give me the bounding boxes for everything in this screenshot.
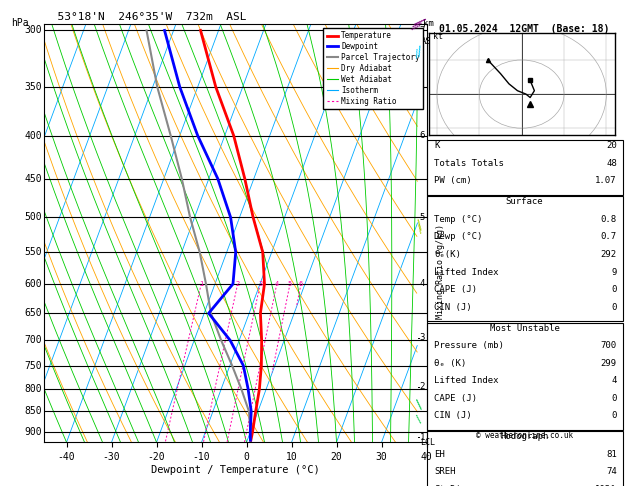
Text: 700: 700 [24,335,42,346]
Text: Mixing Ratio (g/kg): Mixing Ratio (g/kg) [435,224,445,319]
Text: Lifted Index: Lifted Index [435,376,499,385]
Bar [426,432,623,486]
Text: Temp (°C): Temp (°C) [435,215,483,224]
Text: 450: 450 [24,174,42,184]
Text: 750: 750 [24,361,42,370]
Text: /: / [412,49,421,60]
Text: 0.8: 0.8 [601,215,617,224]
Text: 103°: 103° [595,485,617,486]
Text: 400: 400 [24,131,42,140]
Text: km: km [423,19,434,28]
Text: StmDir: StmDir [435,485,467,486]
Text: 550: 550 [24,247,42,257]
Text: 700: 700 [601,341,617,350]
Text: 850: 850 [24,406,42,417]
Text: 0: 0 [611,303,617,312]
Text: © weatheronline.co.uk: © weatheronline.co.uk [476,431,573,440]
Text: 650: 650 [24,308,42,318]
Bar [426,140,623,195]
Text: 4: 4 [275,281,279,287]
Text: \: \ [415,225,423,235]
Text: Surface: Surface [506,197,543,207]
Text: ASL: ASL [421,37,437,46]
Text: 299: 299 [601,359,617,368]
Text: 48: 48 [606,159,617,168]
Text: PW (cm): PW (cm) [435,176,472,186]
Text: 292: 292 [601,250,617,259]
Text: 2: 2 [235,281,240,287]
Legend: Temperature, Dewpoint, Parcel Trajectory, Dry Adiabat, Wet Adiabat, Isotherm, Mi: Temperature, Dewpoint, Parcel Trajectory… [323,28,423,109]
Text: 5: 5 [288,281,292,287]
Text: 4: 4 [611,376,617,385]
Text: /: / [408,22,420,34]
Text: θₑ(K): θₑ(K) [435,250,461,259]
Text: 1.07: 1.07 [595,176,617,186]
Text: CAPE (J): CAPE (J) [435,285,477,294]
Text: SREH: SREH [435,468,456,476]
X-axis label: Dewpoint / Temperature (°C): Dewpoint / Temperature (°C) [151,465,320,475]
Text: 9: 9 [611,268,617,277]
Text: Pressure (mb): Pressure (mb) [435,341,504,350]
Text: /: / [411,397,426,411]
Text: 0: 0 [611,285,617,294]
Text: 1: 1 [420,433,425,442]
Text: 5: 5 [420,213,425,222]
Text: 7: 7 [420,26,425,35]
Text: /: / [411,14,426,30]
Text: 350: 350 [24,82,42,92]
Text: \: \ [414,217,424,231]
Text: kt: kt [433,33,443,41]
Text: 900: 900 [24,427,42,437]
Text: 0: 0 [611,411,617,420]
Text: 3: 3 [258,281,262,287]
Text: CIN (J): CIN (J) [435,303,472,312]
Text: /: / [413,44,425,59]
Text: 600: 600 [24,279,42,289]
Text: 6: 6 [299,281,303,287]
Text: 81: 81 [606,450,617,459]
Text: Most Unstable: Most Unstable [490,324,560,332]
Bar [426,196,623,321]
Text: Lifted Index: Lifted Index [435,268,499,277]
Text: 74: 74 [606,468,617,476]
Text: Hodograph: Hodograph [501,432,549,441]
Text: CAPE (J): CAPE (J) [435,394,477,403]
Text: Dewp (°C): Dewp (°C) [435,232,483,242]
Text: 800: 800 [24,384,42,394]
Text: 0.7: 0.7 [601,232,617,242]
Text: 1: 1 [199,281,203,287]
Text: K: K [435,141,440,150]
Text: 6: 6 [420,131,425,140]
Text: /: / [413,414,425,425]
Text: 500: 500 [24,212,42,222]
Text: CIN (J): CIN (J) [435,411,472,420]
Text: 0: 0 [611,394,617,403]
Text: 4: 4 [420,279,425,289]
Bar [426,323,623,430]
Text: θₑ (K): θₑ (K) [435,359,467,368]
Text: LCL: LCL [420,438,435,447]
Text: 2: 2 [420,382,425,391]
Text: 20: 20 [606,141,617,150]
Text: /: / [410,19,421,31]
Text: 53°18'N  246°35'W  732m  ASL: 53°18'N 246°35'W 732m ASL [44,12,247,22]
Text: 01.05.2024  12GMT  (Base: 18): 01.05.2024 12GMT (Base: 18) [440,24,610,35]
Text: 3: 3 [420,333,425,342]
Text: EH: EH [435,450,445,459]
Text: Totals Totals: Totals Totals [435,159,504,168]
Text: 300: 300 [24,25,42,35]
Text: hPa: hPa [11,18,28,28]
